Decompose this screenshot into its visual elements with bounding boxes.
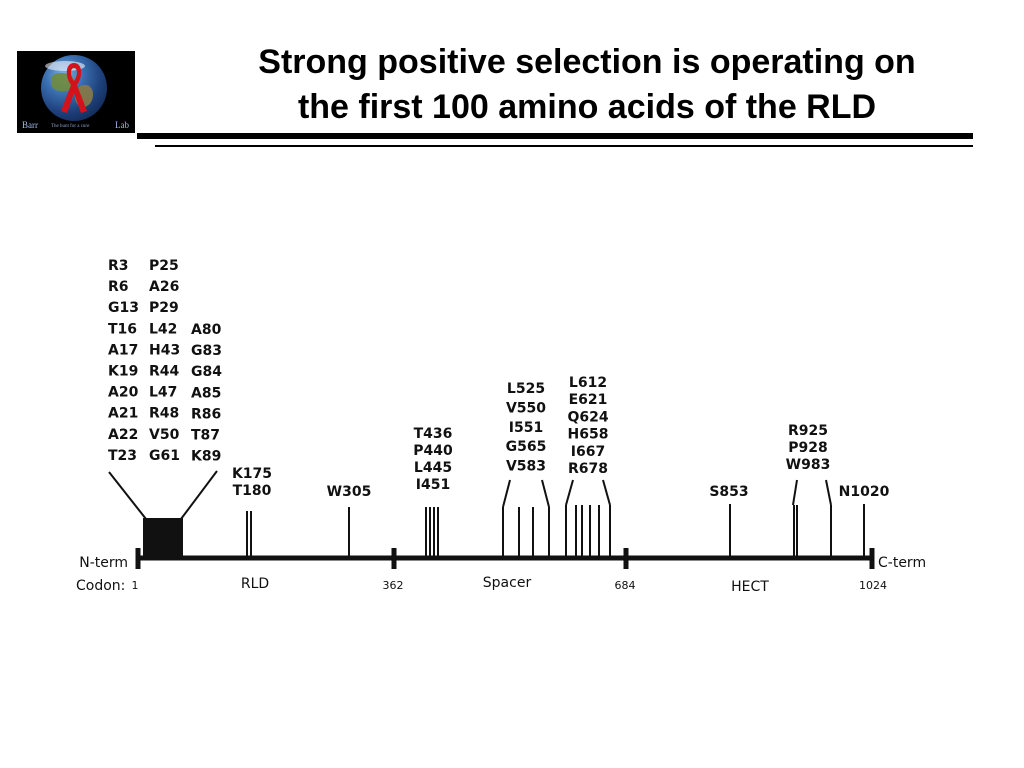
residue-label: T87 (191, 428, 220, 444)
residue-label: K175 (232, 466, 272, 482)
residue-label: R86 (191, 406, 221, 422)
residue-label: L525 (507, 381, 545, 397)
residue-label: P440 (413, 443, 453, 459)
slide-title-line-1: Strong positive selection is operating o… (258, 43, 916, 81)
residue-label: A20 (108, 385, 139, 401)
residue-label: I551 (509, 420, 543, 436)
residue-label: P928 (788, 440, 827, 456)
label-connector (825, 479, 832, 506)
residue-label: W983 (786, 457, 831, 473)
codon-mark: 1024 (859, 579, 887, 592)
residue-label: G13 (108, 300, 139, 316)
label-connector (602, 479, 611, 506)
logo-right-text: Lab (115, 120, 129, 130)
label-connector (541, 479, 550, 508)
dense-site-block (143, 519, 183, 556)
residue-label: L47 (149, 385, 177, 401)
codon-mark: 684 (615, 579, 636, 592)
label-connector (792, 479, 798, 506)
residue-label: V50 (149, 427, 180, 443)
residue-label: N1020 (839, 484, 890, 500)
residue-label: R678 (568, 461, 608, 477)
barr-lab-logo: Barr The hunt for a cure Lab (17, 51, 135, 133)
slide-title: Strong positive selection is operating o… (150, 40, 1024, 130)
codon-mark: 362 (383, 579, 404, 592)
residue-label: R3 (108, 258, 129, 274)
residue-label: A85 (191, 385, 221, 401)
domain-label: HECT (731, 579, 769, 595)
residue-label: G565 (506, 439, 547, 455)
residue-label: G83 (191, 343, 222, 359)
label-connector (108, 471, 147, 520)
title-rule-thin (155, 145, 973, 147)
residue-label: T23 (108, 448, 137, 464)
residue-label: L612 (569, 375, 607, 391)
domain-label: RLD (241, 576, 269, 592)
residue-label: I667 (571, 444, 605, 460)
residue-label: P29 (149, 300, 179, 316)
residue-label: A26 (149, 279, 179, 295)
residue-label: A22 (108, 427, 138, 443)
residue-label: T180 (233, 483, 272, 499)
domain-label: Spacer (483, 575, 532, 591)
residue-label: G61 (149, 448, 180, 464)
residue-label: K19 (108, 364, 138, 380)
n-term-label: N-term (79, 555, 128, 571)
c-term-label: C-term (878, 555, 926, 571)
residue-label: I451 (416, 477, 450, 493)
residue-label: W305 (327, 484, 372, 500)
residue-label: V583 (506, 459, 546, 475)
residue-label: R48 (149, 406, 179, 422)
logo-left-text: Barr (22, 120, 38, 130)
residue-label: H43 (149, 342, 180, 358)
residue-label: H658 (568, 427, 609, 443)
residue-label: A17 (108, 342, 138, 358)
residue-label: T436 (414, 426, 453, 442)
residue-label: T16 (108, 321, 137, 337)
residue-label: A80 (191, 322, 222, 338)
cloud-shape (45, 61, 85, 71)
codon-mark: 1 (132, 579, 139, 592)
residue-label: L445 (414, 460, 452, 476)
title-rule-thick (137, 133, 973, 139)
residue-label: A21 (108, 406, 138, 422)
residue-label: R925 (788, 423, 828, 439)
residue-label: K89 (191, 449, 221, 465)
label-connector (502, 479, 511, 508)
logo-tagline: The hunt for a cure (51, 124, 90, 129)
label-connector (180, 470, 218, 520)
slide-title-line-2: the first 100 amino acids of the RLD (297, 88, 877, 126)
residue-label: R44 (149, 364, 180, 380)
residue-label: V550 (506, 400, 546, 416)
residue-label: R6 (108, 279, 129, 295)
residue-label: G84 (191, 364, 222, 380)
residue-label: L42 (149, 321, 177, 337)
residue-label: P25 (149, 258, 179, 274)
label-connector (565, 479, 574, 506)
residue-label: E621 (569, 392, 608, 408)
residue-label: S853 (709, 484, 748, 500)
codon-label: Codon: (76, 578, 125, 594)
red-ribbon-icon (61, 63, 87, 113)
residue-label: Q624 (567, 409, 608, 425)
